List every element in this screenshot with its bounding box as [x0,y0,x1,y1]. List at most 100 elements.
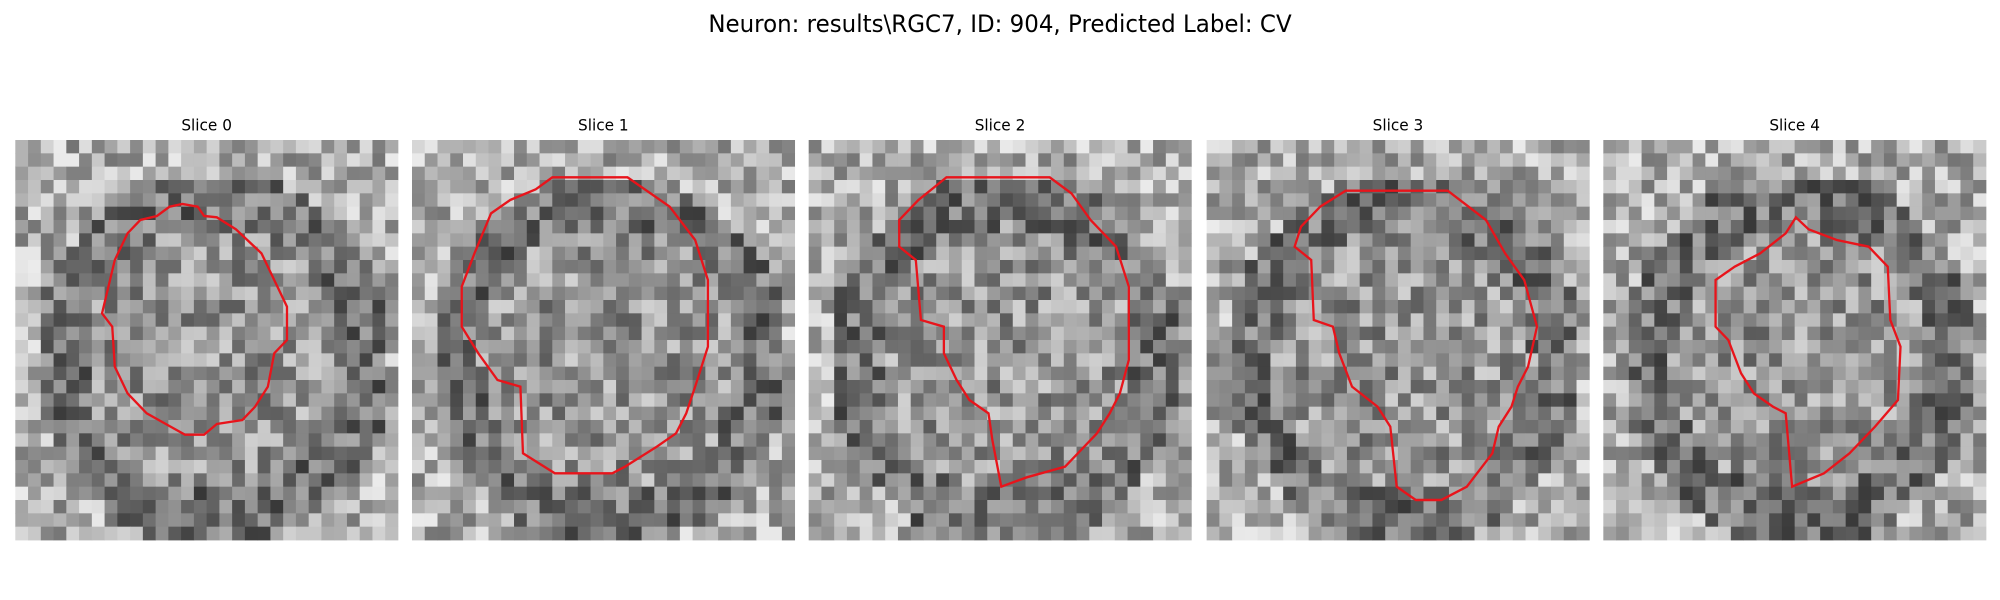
image-pixel [1512,340,1526,354]
image-pixel [1973,353,1987,368]
image-pixel [1076,233,1090,248]
image-pixel [910,513,924,528]
image-pixel [577,433,591,448]
image-pixel [808,313,822,328]
image-pixel [1807,180,1821,194]
image-pixel [1922,380,1936,394]
image-pixel [1102,353,1116,368]
image-pixel [1525,526,1539,541]
image-pixel [155,433,169,448]
image-pixel [1628,393,1642,408]
image-pixel [1140,273,1154,288]
image-pixel [104,220,118,234]
image-pixel [334,286,348,301]
image-pixel [948,446,963,461]
image-pixel [1295,193,1310,208]
image-pixel [1232,273,1246,288]
image-pixel [539,233,553,248]
image-pixel [1012,393,1026,408]
image-pixel [1769,153,1783,168]
image-pixel [155,166,169,181]
image-pixel [15,366,29,381]
image-pixel [1359,460,1373,474]
image-pixel [1012,300,1026,314]
image-pixel [1947,313,1961,328]
image-pixel [1051,313,1065,328]
image-pixel [910,246,924,261]
image-pixel [1372,366,1386,381]
image-pixel [1871,286,1885,301]
image-pixel [1538,313,1552,328]
image-pixel [1538,246,1552,261]
image-pixel [1295,473,1310,488]
image-pixel [1127,460,1141,474]
image-pixel [181,406,195,421]
image-pixel [334,380,348,394]
image-pixel [91,526,105,541]
image-pixel [577,380,591,394]
image-pixel [1947,486,1961,501]
image-pixel [808,433,822,448]
image-pixel [897,326,912,341]
image-pixel [781,446,796,461]
image-pixel [79,246,93,261]
image-pixel [66,193,80,208]
image-pixel [1756,513,1770,528]
image-pixel [372,366,386,381]
image-pixel [1616,180,1630,194]
image-pixel [1063,286,1077,301]
image-pixel [1667,260,1681,274]
image-pixel [1270,313,1284,328]
image-pixel [1654,460,1668,474]
image-pixel [1334,140,1348,154]
image-pixel [1934,300,1949,314]
image-pixel [450,286,464,301]
image-pixel [1461,420,1475,434]
image-pixel [283,193,297,208]
image-pixel [372,486,386,501]
image-pixel [1423,206,1437,221]
image-pixel [1525,246,1539,261]
image-pixel [244,233,259,248]
image-pixel [334,180,348,194]
image-pixel [1410,420,1424,434]
image-pixel [1858,526,1872,541]
image-pixel [526,513,540,528]
image-pixel [679,340,693,354]
image-pixel [1153,286,1167,301]
image-pixel [1794,286,1808,301]
image-pixel [283,406,297,421]
image-pixel [15,513,29,528]
image-pixel [1730,380,1745,394]
image-pixel [1308,140,1322,154]
image-pixel [130,460,144,474]
image-pixel [321,286,335,301]
image-pixel [1922,326,1936,341]
image-pixel [1283,353,1297,368]
image-pixel [130,393,144,408]
image-pixel [1178,313,1192,328]
image-pixel [1654,406,1668,421]
image-pixel [1487,326,1501,341]
image-pixel [28,340,42,354]
image-pixel [40,433,54,448]
image-pixel [961,313,975,328]
image-pixel [372,446,386,461]
image-pixel [66,420,80,434]
image-pixel [219,340,233,354]
image-pixel [1140,140,1154,154]
image-pixel [705,446,719,461]
image-pixel [232,326,246,341]
image-pixel [1512,166,1526,181]
image-pixel [168,460,182,474]
image-pixel [577,233,591,248]
image-pixel [1781,420,1796,434]
image-pixel [1960,153,1974,168]
image-pixel [1845,206,1859,221]
image-pixel [1153,220,1167,234]
image-pixel [168,220,182,234]
image-pixel [321,420,335,434]
image-pixel [1551,273,1565,288]
image-pixel [781,460,796,474]
image-pixel [295,446,310,461]
